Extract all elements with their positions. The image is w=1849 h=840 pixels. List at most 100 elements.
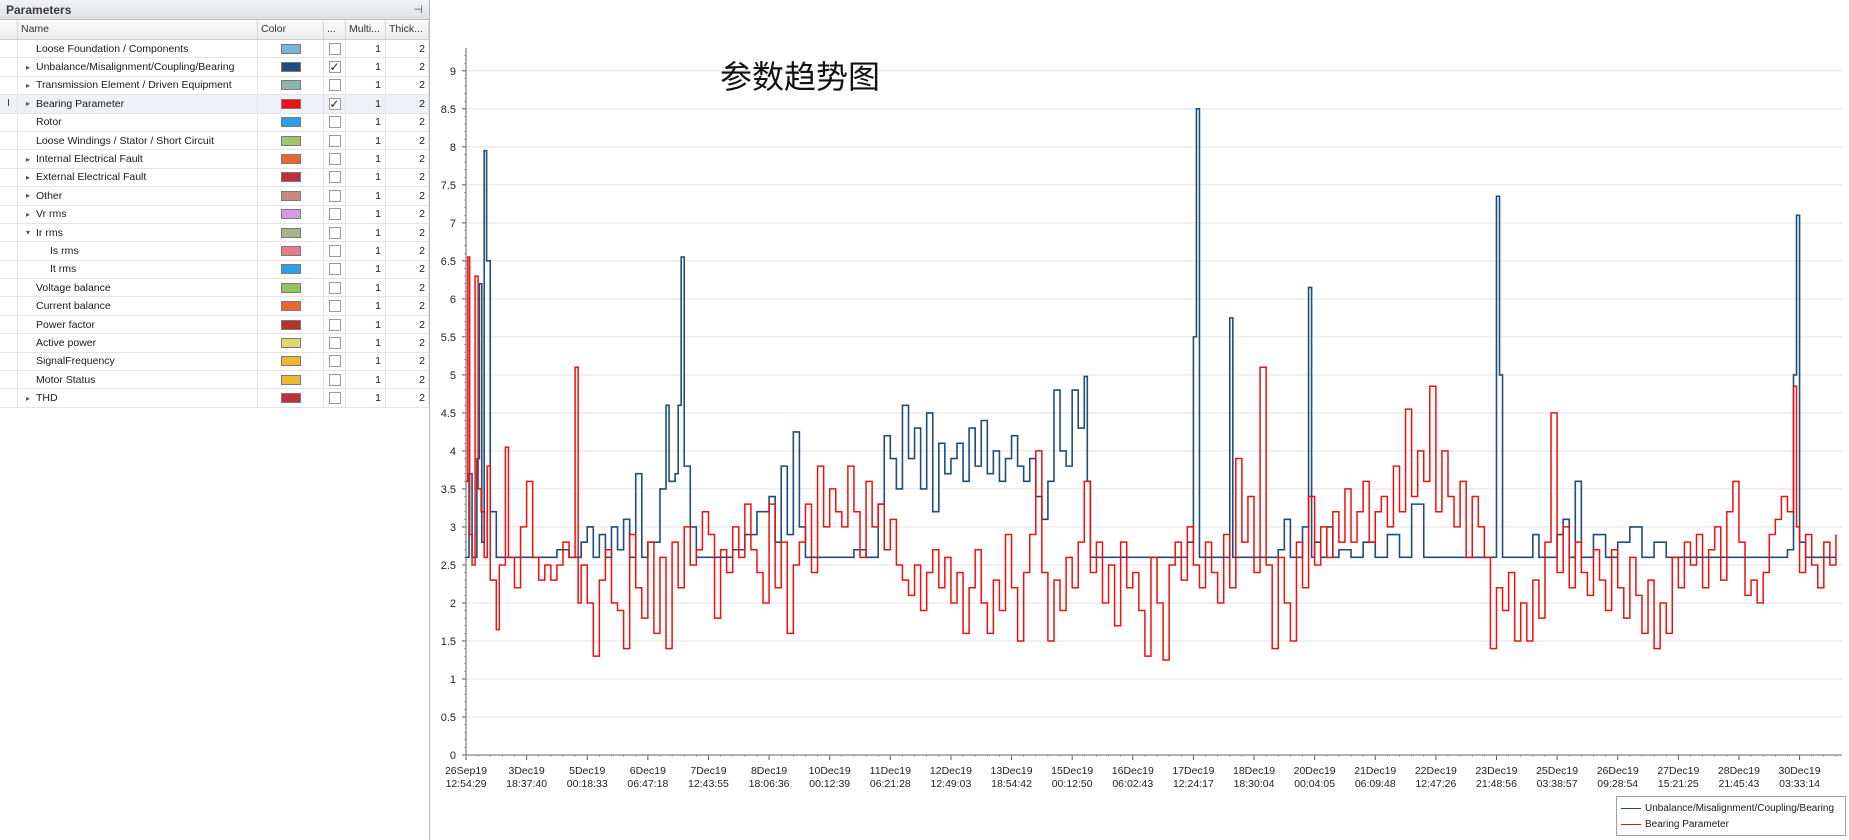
thickness-value[interactable]: 2 <box>386 242 429 260</box>
expand-arrow-icon[interactable]: ▸ <box>25 154 30 164</box>
color-cell[interactable] <box>258 205 324 223</box>
parameter-row[interactable]: Loose Foundation / Components 1 2 <box>0 40 429 59</box>
parameter-row[interactable]: ▸ Internal Electrical Fault 1 2 <box>0 150 429 169</box>
color-swatch[interactable] <box>280 62 301 73</box>
parameter-name-cell[interactable]: ▸ Unbalance/Misalignment/Coupling/Bearing <box>18 58 258 76</box>
color-swatch[interactable] <box>280 154 301 165</box>
color-cell[interactable] <box>258 389 324 407</box>
visible-checkbox[interactable] <box>328 263 341 276</box>
visible-checkbox[interactable] <box>328 226 341 239</box>
color-swatch[interactable] <box>280 319 301 330</box>
parameter-name-cell[interactable]: Rotor <box>18 113 258 131</box>
multiplier-value[interactable]: 1 <box>346 76 386 95</box>
color-swatch[interactable] <box>280 374 301 385</box>
parameter-row[interactable]: ▸ External Electrical Fault 1 2 <box>0 168 429 188</box>
thickness-value[interactable]: 2 <box>386 297 429 315</box>
multiplier-value[interactable]: 1 <box>346 297 386 315</box>
parameter-row[interactable]: Loose Windings / Stator / Short Circuit 1… <box>0 131 429 151</box>
parameter-row[interactable]: ▾ Ir rms 1 2 <box>0 223 429 243</box>
color-cell[interactable] <box>258 168 324 187</box>
parameter-row[interactable]: Active power 1 2 <box>0 334 429 353</box>
thickness-value[interactable]: 2 <box>386 223 429 242</box>
parameter-name-cell[interactable]: ▸ Other <box>18 187 258 205</box>
visible-checkbox[interactable] <box>328 281 341 294</box>
header-name[interactable]: Name <box>18 21 258 39</box>
thickness-value[interactable]: 2 <box>386 150 429 168</box>
multiplier-value[interactable]: 1 <box>346 260 386 279</box>
header-visible[interactable]: ... <box>324 21 346 39</box>
color-cell[interactable] <box>258 352 324 371</box>
parameter-name-cell[interactable]: Current balance <box>18 297 258 315</box>
visible-checkbox[interactable] <box>328 134 341 147</box>
visible-checkbox[interactable] <box>328 318 341 331</box>
visible-checkbox[interactable] <box>328 42 341 55</box>
parameter-row[interactable]: It rms 1 2 <box>0 260 429 280</box>
color-swatch[interactable] <box>280 117 301 128</box>
color-cell[interactable] <box>258 131 324 150</box>
thickness-value[interactable]: 2 <box>386 168 429 187</box>
thickness-value[interactable]: 2 <box>386 352 429 371</box>
thickness-value[interactable]: 2 <box>386 113 429 131</box>
thickness-value[interactable]: 2 <box>386 40 429 58</box>
visible-checkbox[interactable] <box>328 244 341 257</box>
color-swatch[interactable] <box>280 190 301 201</box>
color-cell[interactable] <box>258 187 324 205</box>
parameter-name-cell[interactable]: SignalFrequency <box>18 352 258 371</box>
parameter-name-cell[interactable]: ▸ Internal Electrical Fault <box>18 150 258 168</box>
parameter-name-cell[interactable]: ▸ Transmission Element / Driven Equipment <box>18 76 258 95</box>
visible-checkbox[interactable] <box>328 208 341 221</box>
parameter-row[interactable]: Rotor 1 2 <box>0 113 429 132</box>
thickness-value[interactable]: 2 <box>386 205 429 223</box>
multiplier-value[interactable]: 1 <box>346 242 386 260</box>
color-cell[interactable] <box>258 76 324 95</box>
thickness-value[interactable]: 2 <box>386 315 429 334</box>
multiplier-value[interactable]: 1 <box>346 187 386 205</box>
parameter-row[interactable]: Is rms 1 2 <box>0 242 429 261</box>
multiplier-value[interactable]: 1 <box>346 389 386 407</box>
expand-arrow-icon[interactable]: ▸ <box>25 99 30 109</box>
color-swatch[interactable] <box>280 356 301 367</box>
color-cell[interactable] <box>258 242 324 260</box>
parameter-row[interactable]: Current balance 1 2 <box>0 297 429 316</box>
parameter-row[interactable]: Motor Status 1 2 <box>0 371 429 390</box>
collapse-arrow-icon[interactable]: ▾ <box>25 228 30 238</box>
color-cell[interactable] <box>258 58 324 76</box>
parameter-name-cell[interactable]: Power factor <box>18 315 258 334</box>
color-cell[interactable] <box>258 223 324 242</box>
color-swatch[interactable] <box>280 172 301 183</box>
header-multiplier[interactable]: Multi... <box>346 21 386 39</box>
pin-icon[interactable]: ⊣ <box>413 4 423 16</box>
parameter-name-cell[interactable]: Active power <box>18 334 258 352</box>
thickness-value[interactable]: 2 <box>386 76 429 95</box>
expand-arrow-icon[interactable]: ▸ <box>25 172 30 182</box>
visible-checkbox[interactable] <box>328 153 341 166</box>
color-cell[interactable] <box>258 113 324 131</box>
parameter-row[interactable]: ▸ Other 1 2 <box>0 187 429 206</box>
parameter-row[interactable]: Voltage balance 1 2 <box>0 279 429 298</box>
multiplier-value[interactable]: 1 <box>346 352 386 371</box>
visible-checkbox[interactable] <box>328 373 341 386</box>
color-swatch[interactable] <box>280 245 301 256</box>
color-cell[interactable] <box>258 297 324 315</box>
expand-arrow-icon[interactable]: ▸ <box>25 80 30 90</box>
color-swatch[interactable] <box>280 337 301 348</box>
color-cell[interactable] <box>258 371 324 389</box>
multiplier-value[interactable]: 1 <box>346 131 386 150</box>
color-swatch[interactable] <box>280 301 301 312</box>
multiplier-value[interactable]: 1 <box>346 279 386 297</box>
parameter-name-cell[interactable]: ▸ Bearing Parameter <box>18 95 258 113</box>
color-cell[interactable] <box>258 40 324 58</box>
visible-checkbox[interactable] <box>328 355 341 368</box>
color-swatch[interactable] <box>280 282 301 293</box>
parameter-row[interactable]: ▸ Transmission Element / Driven Equipment… <box>0 76 429 96</box>
parameter-name-cell[interactable]: Is rms <box>18 242 258 260</box>
thickness-value[interactable]: 2 <box>386 187 429 205</box>
parameter-name-cell[interactable]: Voltage balance <box>18 279 258 297</box>
expand-arrow-icon[interactable]: ▸ <box>25 209 30 219</box>
color-swatch[interactable] <box>280 98 301 109</box>
parameter-row[interactable]: I ▸ Bearing Parameter ✓ 1 2 <box>0 95 429 114</box>
parameter-name-cell[interactable]: ▾ Ir rms <box>18 223 258 242</box>
expand-arrow-icon[interactable]: ▸ <box>25 191 30 201</box>
visible-checkbox[interactable] <box>328 116 341 129</box>
expand-arrow-icon[interactable]: ▸ <box>25 393 30 403</box>
